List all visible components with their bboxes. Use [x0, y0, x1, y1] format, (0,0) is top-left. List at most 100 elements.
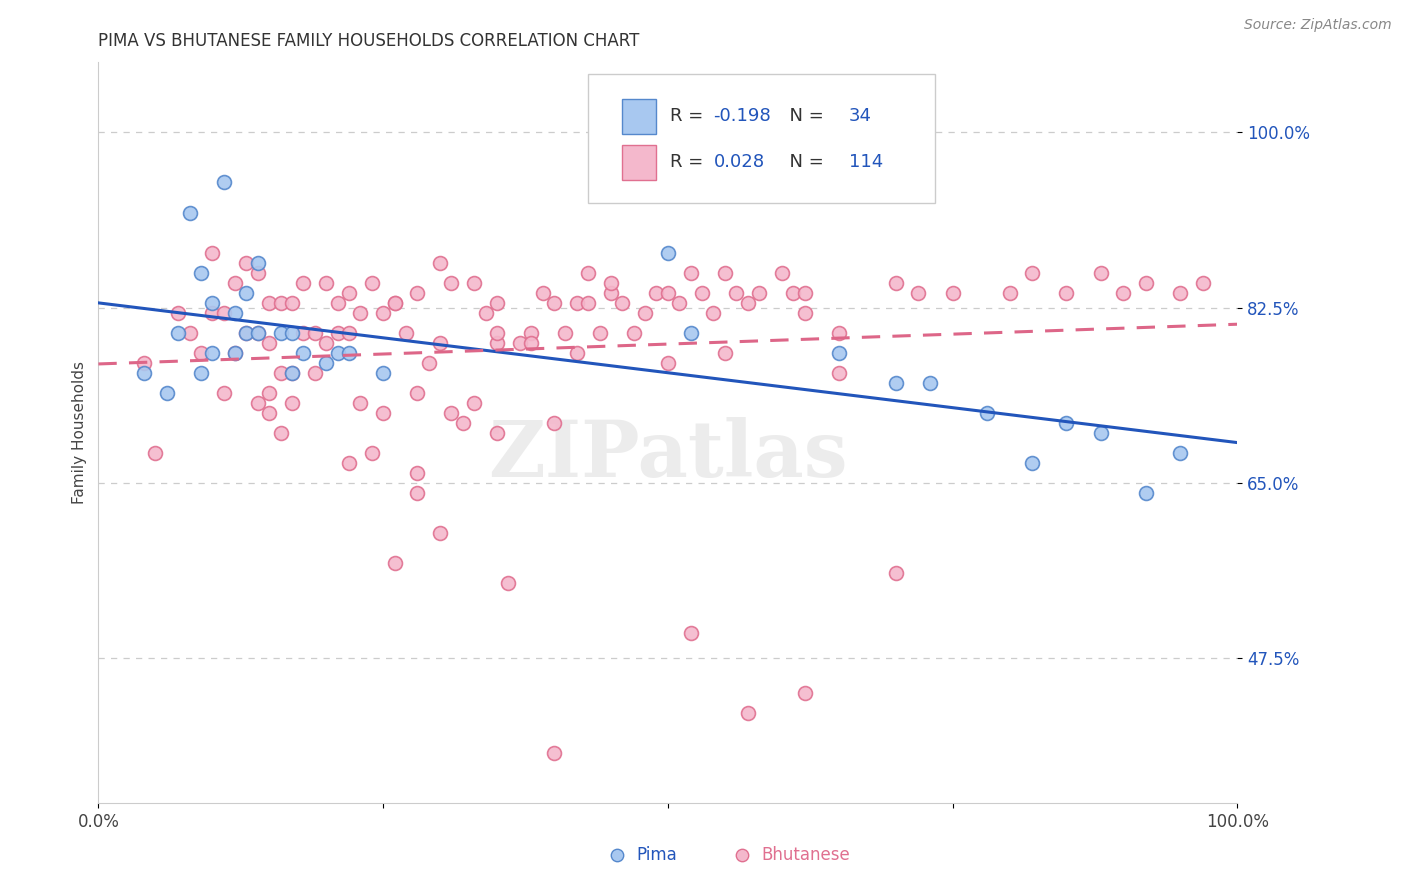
Point	[371, 305, 394, 319]
Point	[793, 285, 815, 300]
Point	[486, 335, 509, 350]
Point	[451, 416, 474, 430]
Point	[337, 285, 360, 300]
Point	[360, 445, 382, 459]
Point	[326, 295, 349, 310]
Text: Source: ZipAtlas.com: Source: ZipAtlas.com	[1244, 18, 1392, 32]
Point	[645, 285, 668, 300]
Point	[292, 326, 315, 340]
Point	[725, 285, 748, 300]
Text: R =: R =	[671, 108, 709, 126]
Point	[623, 326, 645, 340]
Point	[748, 285, 770, 300]
Point	[270, 295, 292, 310]
Point	[1090, 425, 1112, 440]
Point	[384, 295, 406, 310]
Point	[167, 305, 190, 319]
Point	[543, 295, 565, 310]
Point	[440, 406, 463, 420]
Point	[486, 295, 509, 310]
Point	[246, 395, 269, 409]
FancyBboxPatch shape	[588, 73, 935, 203]
Point	[246, 326, 269, 340]
Point	[1170, 445, 1192, 459]
Point	[714, 266, 737, 280]
Text: Pima: Pima	[636, 846, 676, 863]
Point	[235, 255, 257, 269]
Point	[281, 366, 304, 380]
Point	[315, 276, 337, 290]
Point	[429, 255, 451, 269]
Point	[270, 326, 292, 340]
Text: N =: N =	[779, 108, 830, 126]
Point	[782, 285, 804, 300]
Point	[429, 335, 451, 350]
Point	[576, 266, 599, 280]
Point	[1021, 456, 1043, 470]
Point	[224, 305, 246, 319]
Text: 114: 114	[849, 153, 883, 171]
Point	[190, 266, 212, 280]
FancyBboxPatch shape	[623, 145, 657, 180]
Point	[418, 355, 440, 369]
Point	[509, 335, 531, 350]
Point	[612, 295, 634, 310]
Point	[259, 385, 281, 400]
Point	[315, 335, 337, 350]
Point	[212, 176, 235, 190]
Point	[543, 746, 565, 760]
Y-axis label: Family Households: Family Households	[72, 361, 87, 504]
Point	[588, 326, 610, 340]
Point	[1090, 266, 1112, 280]
Point	[657, 285, 679, 300]
Point	[212, 385, 235, 400]
Point	[259, 406, 281, 420]
Point	[600, 155, 623, 169]
Point	[702, 305, 724, 319]
Point	[714, 345, 737, 359]
Point	[531, 285, 554, 300]
Point	[429, 525, 451, 540]
Point	[246, 266, 269, 280]
Point	[679, 326, 702, 340]
Point	[371, 406, 394, 420]
Point	[634, 305, 657, 319]
Text: 34: 34	[849, 108, 872, 126]
Point	[1170, 285, 1192, 300]
Point	[793, 686, 815, 700]
Point	[384, 556, 406, 570]
Text: N =: N =	[779, 153, 830, 171]
Point	[1112, 285, 1135, 300]
Point	[828, 345, 851, 359]
Point	[395, 326, 418, 340]
Point	[281, 326, 304, 340]
Point	[884, 276, 907, 290]
Point	[259, 295, 281, 310]
Point	[326, 345, 349, 359]
Point	[132, 355, 155, 369]
Point	[224, 345, 246, 359]
Point	[349, 305, 371, 319]
Point	[292, 345, 315, 359]
FancyBboxPatch shape	[623, 99, 657, 135]
Point	[224, 345, 246, 359]
Point	[600, 276, 623, 290]
Text: 0.028: 0.028	[713, 153, 765, 171]
Point	[246, 326, 269, 340]
Point	[179, 326, 201, 340]
Point	[1192, 276, 1215, 290]
Point	[212, 305, 235, 319]
Point	[737, 295, 759, 310]
Point	[690, 285, 713, 300]
Point	[918, 376, 941, 390]
Point	[565, 295, 588, 310]
Point	[167, 326, 190, 340]
Point	[235, 326, 257, 340]
Point	[406, 485, 429, 500]
Point	[1135, 276, 1157, 290]
Point	[486, 326, 509, 340]
Point	[281, 366, 304, 380]
Point	[520, 335, 543, 350]
Point	[179, 205, 201, 219]
Point	[292, 276, 315, 290]
